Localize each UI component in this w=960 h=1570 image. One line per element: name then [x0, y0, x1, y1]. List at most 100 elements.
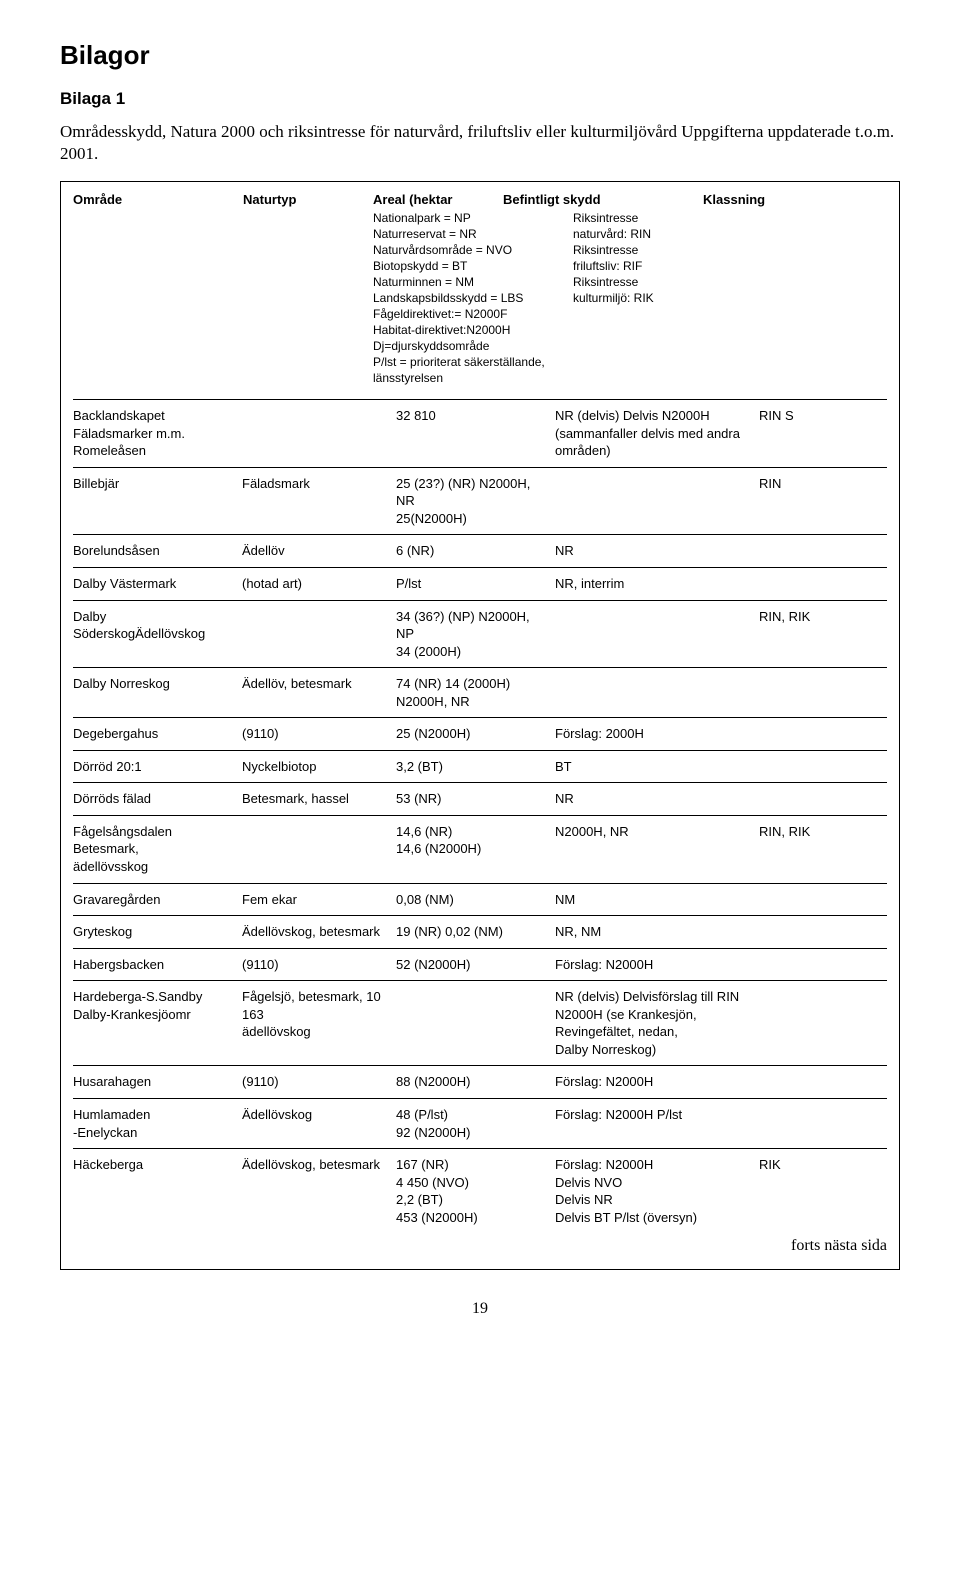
cell-c3 — [396, 988, 555, 1058]
cell-c2 — [242, 823, 396, 876]
table-row: BorelundsåsenÄdellöv6 (NR)NR — [73, 534, 887, 567]
legend-left: Habitat-direktivet:N2000H — [373, 323, 573, 337]
cell-c1: Dalby SöderskogÄdellövskog — [73, 608, 242, 661]
cell-c3: 53 (NR) — [396, 790, 555, 808]
legend-row: Biotopskydd = BTfriluftsliv: RIF — [373, 259, 887, 273]
cell-c5 — [759, 575, 879, 593]
data-table: Område Naturtyp Areal (hektar Befintligt… — [60, 181, 900, 1270]
legend-right — [573, 371, 753, 385]
cell-c1: Gravaregården — [73, 891, 242, 909]
cell-c2: Betesmark, hassel — [242, 790, 396, 808]
cell-c5: RIN — [759, 475, 879, 528]
cell-c1: Degebergahus — [73, 725, 242, 743]
cell-c1: Humlamaden -Enelyckan — [73, 1106, 242, 1141]
cell-c4 — [555, 675, 759, 710]
cell-c1: Fågelsångsdalen Betesmark, ädellövsskog — [73, 823, 242, 876]
cell-c5 — [759, 790, 879, 808]
cell-c4: BT — [555, 758, 759, 776]
cell-c1: Backlandskapet Fäladsmarker m.m. Romeleå… — [73, 407, 242, 460]
legend-left: Landskapsbildsskydd = LBS — [373, 291, 573, 305]
cell-c2: Ädellövskog — [242, 1106, 396, 1141]
hdr-naturtyp: Naturtyp — [243, 192, 373, 207]
legend-block: Nationalpark = NPRiksintresse Naturreserv… — [73, 211, 887, 385]
table-row: GryteskogÄdellövskog, betesmark19 (NR) 0… — [73, 915, 887, 948]
cell-c2: (9110) — [242, 956, 396, 974]
cell-c2: (9110) — [242, 725, 396, 743]
cell-c2: Nyckelbiotop — [242, 758, 396, 776]
legend-row: Nationalpark = NPRiksintresse — [373, 211, 887, 225]
cell-c3: 48 (P/lst) 92 (N2000H) — [396, 1106, 555, 1141]
page-number: 19 — [60, 1300, 900, 1318]
cell-c1: Borelundsåsen — [73, 542, 242, 560]
legend-right: Riksintresse — [573, 211, 753, 225]
cell-c5 — [759, 675, 879, 710]
cell-c2: (hotad art) — [242, 575, 396, 593]
table-row: Dalby Västermark(hotad art)P/lstNR, inte… — [73, 567, 887, 600]
legend-row: Naturreservat = NRnaturvård: RIN — [373, 227, 887, 241]
cell-c5 — [759, 956, 879, 974]
table-row: Hardeberga-S.Sandby Dalby-KrankesjöomrFå… — [73, 980, 887, 1065]
cell-c5 — [759, 988, 879, 1058]
legend-right: kulturmiljö: RIK — [573, 291, 753, 305]
legend-right: Riksintresse — [573, 243, 753, 257]
table-row: Backlandskapet Fäladsmarker m.m. Romeleå… — [73, 399, 887, 467]
cell-c5 — [759, 1106, 879, 1141]
cell-c5: RIN, RIK — [759, 823, 879, 876]
cell-c2: (9110) — [242, 1073, 396, 1091]
table-body: Backlandskapet Fäladsmarker m.m. Romeleå… — [73, 399, 887, 1233]
cell-c2: Ädellöv, betesmark — [242, 675, 396, 710]
cell-c2 — [242, 407, 396, 460]
cell-c4: NR (delvis) Delvis N2000H (sammanfaller … — [555, 407, 759, 460]
legend-right — [573, 323, 753, 337]
legend-row: Habitat-direktivet:N2000H — [373, 323, 887, 337]
legend-row: Naturvårdsområde = NVORiksintresse — [373, 243, 887, 257]
cell-c1: Dörröd 20:1 — [73, 758, 242, 776]
cell-c4: Förslag: N2000H — [555, 956, 759, 974]
legend-left: P/lst = prioriterat säkerställande, — [373, 355, 573, 369]
cell-c5: RIN, RIK — [759, 608, 879, 661]
page-title: Bilagor — [60, 40, 900, 71]
cell-c3: 6 (NR) — [396, 542, 555, 560]
legend-row: Fågeldirektivet:= N2000F — [373, 307, 887, 321]
table-row: HäckebergaÄdellövskog, betesmark167 (NR)… — [73, 1148, 887, 1233]
cell-c5 — [759, 758, 879, 776]
legend-row: Naturminnen = NMRiksintresse — [373, 275, 887, 289]
intro-text: Områdesskydd, Natura 2000 och riksintres… — [60, 121, 900, 165]
hdr-klassning: Klassning — [703, 192, 853, 207]
cell-c5 — [759, 891, 879, 909]
cell-c4: NR — [555, 790, 759, 808]
legend-right — [573, 307, 753, 321]
cell-c2: Ädellöv — [242, 542, 396, 560]
cell-c4: Förslag: 2000H — [555, 725, 759, 743]
legend-row: Landskapsbildsskydd = LBSkulturmiljö: RI… — [373, 291, 887, 305]
cell-c1: Husarahagen — [73, 1073, 242, 1091]
cell-c4: NR, NM — [555, 923, 759, 941]
table-row: Dalby NorreskogÄdellöv, betesmark74 (NR)… — [73, 667, 887, 717]
legend-left: Naturminnen = NM — [373, 275, 573, 289]
cell-c4: NR, interrim — [555, 575, 759, 593]
cell-c5 — [759, 923, 879, 941]
legend-left: länsstyrelsen — [373, 371, 573, 385]
cell-c4: NR — [555, 542, 759, 560]
legend-row: P/lst = prioriterat säkerställande, — [373, 355, 887, 369]
cell-c3: 19 (NR) 0,02 (NM) — [396, 923, 555, 941]
cell-c2: Fäladsmark — [242, 475, 396, 528]
legend-right — [573, 339, 753, 353]
table-row: Dalby SöderskogÄdellövskog34 (36?) (NP) … — [73, 600, 887, 668]
table-row: Fågelsångsdalen Betesmark, ädellövsskog1… — [73, 815, 887, 883]
cell-c3: 25 (N2000H) — [396, 725, 555, 743]
cell-c1: Dörröds fälad — [73, 790, 242, 808]
table-row: Dörröds fäladBetesmark, hassel53 (NR)NR — [73, 782, 887, 815]
table-row: BillebjärFäladsmark25 (23?) (NR) N2000H,… — [73, 467, 887, 535]
cell-c3: 88 (N2000H) — [396, 1073, 555, 1091]
cell-c3: 0,08 (NM) — [396, 891, 555, 909]
cell-c2: Ädellövskog, betesmark — [242, 1156, 396, 1226]
cell-c2: Fågelsjö, betesmark, 10 163 ädellövskog — [242, 988, 396, 1058]
legend-left: Dj=djurskyddsområde — [373, 339, 573, 353]
legend-right — [573, 355, 753, 369]
table-row: Humlamaden -EnelyckanÄdellövskog48 (P/ls… — [73, 1098, 887, 1148]
cell-c3: 52 (N2000H) — [396, 956, 555, 974]
table-row: GravaregårdenFem ekar0,08 (NM)NM — [73, 883, 887, 916]
hdr-areal: Areal (hektar — [373, 192, 503, 207]
table-row: Husarahagen(9110)88 (N2000H)Förslag: N20… — [73, 1065, 887, 1098]
